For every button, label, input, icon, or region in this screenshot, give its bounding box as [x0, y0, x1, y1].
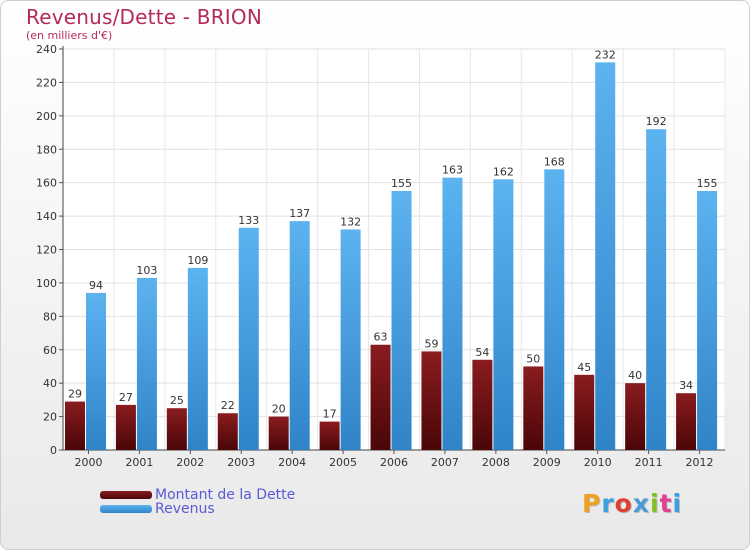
x-tick-label: 2005 — [329, 456, 357, 469]
legend-item-revenue: Revenus — [100, 501, 215, 517]
bar-debt — [523, 366, 544, 450]
y-tick-label: 200 — [36, 110, 57, 123]
y-tick-label: 40 — [43, 377, 57, 390]
bar-revenue — [340, 229, 361, 450]
bar-revenue — [187, 267, 208, 450]
data-label: 20 — [272, 403, 286, 416]
bar-debt — [268, 416, 289, 450]
x-tick-label: 2003 — [227, 456, 255, 469]
data-label: 40 — [628, 369, 642, 382]
bar-revenue — [646, 129, 667, 450]
y-tick-label: 120 — [36, 244, 57, 257]
data-label: 59 — [424, 337, 438, 350]
bar-debt — [625, 383, 646, 450]
logo-letter: i — [672, 489, 683, 518]
logo-letter: t — [659, 489, 673, 518]
bar-debt — [370, 344, 391, 450]
data-label: 22 — [221, 399, 235, 412]
bar-debt — [472, 359, 493, 450]
data-label: 232 — [595, 48, 616, 61]
data-label: 162 — [493, 165, 514, 178]
data-label: 94 — [89, 279, 103, 292]
legend-item-debt: Montant de la Dette — [100, 487, 296, 503]
data-label: 192 — [646, 115, 667, 128]
y-tick-label: 80 — [43, 310, 57, 323]
bar-revenue — [493, 179, 514, 450]
bar-revenue — [136, 277, 157, 450]
data-label: 63 — [374, 331, 388, 344]
data-label: 27 — [119, 391, 133, 404]
bar-revenue — [697, 191, 718, 451]
logo-letter: r — [601, 489, 615, 518]
y-tick-label: 160 — [36, 177, 57, 190]
bar-revenue — [544, 169, 565, 451]
data-label: 25 — [170, 394, 184, 407]
y-tick-label: 220 — [36, 76, 57, 89]
x-tick-label: 2000 — [74, 456, 102, 469]
data-label: 50 — [526, 352, 540, 365]
bar-revenue — [238, 227, 259, 450]
y-tick-label: 140 — [36, 210, 57, 223]
bar-debt — [574, 374, 595, 450]
x-tick-label: 2007 — [431, 456, 459, 469]
bar-revenue — [86, 292, 106, 450]
y-tick-label: 20 — [43, 411, 57, 424]
legend-label-debt: Montant de la Dette — [155, 487, 296, 503]
bar-debt — [65, 401, 85, 450]
x-tick-label: 2011 — [635, 456, 663, 469]
bar-debt — [319, 421, 340, 450]
data-label: 132 — [340, 215, 361, 228]
bar-revenue — [289, 221, 310, 450]
x-tick-label: 2002 — [176, 456, 204, 469]
x-tick-label: 2004 — [278, 456, 306, 469]
y-tick-label: 60 — [43, 344, 57, 357]
bar-debt — [115, 404, 136, 450]
data-label: 155 — [391, 177, 412, 190]
x-tick-label: 2001 — [125, 456, 153, 469]
bar-revenue — [442, 177, 463, 450]
x-tick-label: 2006 — [380, 456, 408, 469]
data-label: 103 — [136, 264, 157, 277]
data-label: 29 — [68, 388, 82, 401]
data-label: 163 — [442, 164, 463, 177]
data-label: 133 — [238, 214, 259, 227]
y-tick-label: 240 — [36, 43, 57, 56]
logo-letter: x — [632, 489, 650, 518]
logo-letter: o — [614, 489, 633, 518]
logo-letter: i — [650, 489, 660, 518]
x-tick-label: 2008 — [482, 456, 510, 469]
bar-debt — [217, 413, 238, 450]
x-tick-label: 2012 — [686, 456, 714, 469]
x-tick-label: 2009 — [533, 456, 561, 469]
data-label: 54 — [475, 346, 489, 359]
bar-debt — [166, 408, 187, 450]
data-label: 45 — [577, 361, 591, 374]
y-tick-label: 180 — [36, 143, 57, 156]
x-tick-label: 2010 — [584, 456, 612, 469]
data-label: 17 — [323, 408, 337, 421]
data-label: 168 — [544, 155, 565, 168]
bar-revenue — [595, 62, 616, 450]
chart-title: Revenus/Dette - BRION — [26, 5, 262, 29]
bar-debt — [421, 351, 442, 450]
y-tick-label: 0 — [50, 444, 57, 457]
legend-label-revenue: Revenus — [155, 501, 215, 517]
chart-subtitle: (en milliers d'€) — [26, 29, 113, 42]
legend-swatch-revenue — [100, 505, 152, 513]
bar-debt — [676, 393, 697, 450]
proxiti-logo: Proxiti — [582, 489, 682, 518]
legend-swatch-debt — [100, 491, 152, 499]
data-label: 137 — [289, 207, 310, 220]
data-label: 109 — [187, 254, 208, 267]
bar-revenue — [391, 191, 412, 451]
data-label: 34 — [679, 379, 693, 392]
data-label: 155 — [697, 177, 718, 190]
logo-letter: P — [582, 489, 602, 518]
y-tick-label: 100 — [36, 277, 57, 290]
